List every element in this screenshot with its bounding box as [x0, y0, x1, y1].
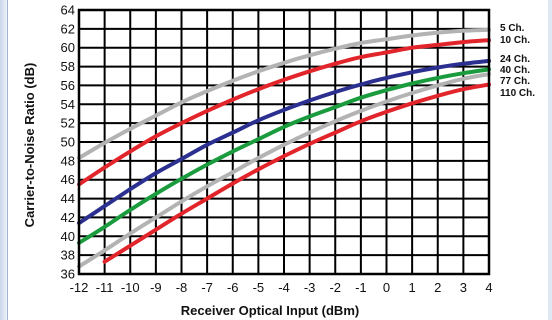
- y-tick-label: 46: [61, 172, 75, 187]
- y-tick-label: 44: [61, 191, 75, 206]
- y-tick-label: 58: [61, 59, 75, 74]
- x-tick-label: -6: [227, 280, 239, 295]
- x-tick-label: -11: [96, 280, 114, 295]
- legend-label-4: 40 Ch.: [500, 65, 530, 76]
- x-tick-labels: -12 -11 -10 -9 -8 -7 -6 -5 -4 -3 -2 -1 0 1 2 3 4: [70, 280, 493, 295]
- legend: 5 Ch.10 Ch. 24 Ch.40 Ch.77 Ch.110 Ch.: [500, 23, 535, 99]
- x-tick-label: 3: [460, 280, 467, 295]
- legend-label-3: 24 Ch.: [500, 54, 530, 65]
- x-tick-label: -5: [253, 280, 265, 295]
- y-tick-label: 52: [61, 116, 75, 131]
- y-tick-label: 54: [61, 97, 75, 112]
- x-tick-label: -12: [70, 280, 89, 295]
- x-tick-label: 4: [485, 280, 492, 295]
- y-tick-label: 50: [61, 135, 75, 150]
- y-tick-labels: 36 38 40 42 44 46 48 50 52 54 56 58 60 62 64: [61, 3, 75, 282]
- series-line-40-ch: [77, 67, 491, 245]
- x-tick-label: -4: [278, 280, 290, 295]
- legend-label-2: 10 Ch.: [500, 35, 530, 46]
- x-tick-label: -2: [329, 280, 341, 295]
- y-tick-label: 56: [61, 78, 75, 93]
- legend-label-5: 77 Ch.: [500, 76, 530, 87]
- x-tick-label: -1: [355, 280, 367, 295]
- y-tick-label: 62: [61, 21, 75, 36]
- x-tick-label: 0: [383, 280, 390, 295]
- series-lines: [77, 27, 491, 269]
- series-line-77-ch: [77, 72, 491, 269]
- y-tick-label: 48: [61, 153, 75, 168]
- y-tick-label: 40: [61, 229, 75, 244]
- page-border-right: [548, 0, 552, 320]
- x-tick-label: 1: [409, 280, 416, 295]
- x-tick-label: -10: [121, 280, 140, 295]
- x-tick-label: -8: [176, 280, 188, 295]
- x-tick-label: -3: [304, 280, 316, 295]
- legend-label-6: 110 Ch.: [500, 88, 535, 99]
- y-axis-label: Carrier-to-Noise Ratio (dB): [22, 63, 37, 228]
- y-tick-label: 36: [61, 267, 75, 282]
- series-line-110-ch: [102, 82, 491, 264]
- series-line-24-ch: [77, 58, 491, 226]
- legend-label-1: 5 Ch.: [500, 23, 525, 34]
- page-border-left: [0, 0, 8, 320]
- series-line-5-ch: [77, 27, 491, 160]
- y-tick-label: 64: [61, 3, 75, 18]
- x-tick-label: -7: [201, 280, 213, 295]
- x-tick-label: -9: [150, 280, 162, 295]
- x-tick-label: 2: [434, 280, 441, 295]
- y-tick-label: 60: [61, 40, 75, 55]
- plot-border: [77, 8, 491, 276]
- series-line-10-ch: [77, 38, 491, 187]
- y-tick-label: 42: [61, 210, 75, 225]
- x-axis-label: Receiver Optical Input (dBm): [181, 303, 359, 318]
- y-tick-label: 38: [61, 248, 75, 263]
